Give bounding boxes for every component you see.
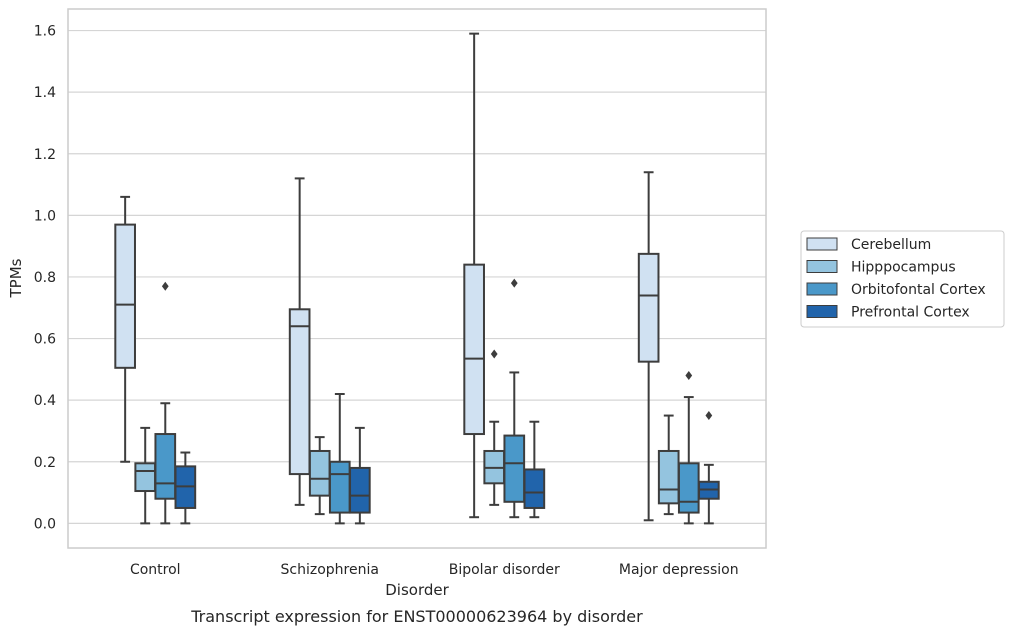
y-tick-label: 1.6	[34, 24, 56, 40]
outlier-point	[161, 281, 169, 291]
box-mark	[134, 426, 157, 525]
legend-swatch	[806, 305, 838, 318]
box-iqr	[308, 449, 331, 497]
legend-label: Cerebellum	[851, 237, 931, 253]
y-tick-label: 1.4	[34, 85, 56, 101]
x-tick-label: Schizophrenia	[281, 562, 379, 578]
box-iqr	[154, 433, 177, 500]
box-mark	[483, 349, 506, 506]
y-tick-labels: 0.0 0.2 0.4 0.6 0.8 1.0 1.2 1.4 1.6	[34, 24, 56, 533]
box-iqr	[134, 462, 157, 493]
legend: Cerebellum Hipppocampus Orbitofontal Corte…	[800, 230, 1005, 328]
box-mark	[174, 451, 197, 525]
y-tick-label: 1.2	[34, 147, 56, 163]
box-mark	[308, 436, 331, 516]
box-mark	[698, 411, 720, 525]
box-iqr	[463, 263, 485, 436]
box-mark	[328, 393, 351, 525]
box-iqr	[637, 252, 660, 363]
x-tick-labels: Control Schizophrenia Bipolar disorder Majo…	[130, 562, 739, 578]
y-tick-label: 0.0	[34, 516, 56, 532]
gridlines	[68, 29, 766, 524]
box-mark	[288, 177, 311, 506]
y-axis-label: TPMs	[7, 258, 25, 298]
x-tick-label: Control	[130, 562, 181, 578]
legend-label: Prefrontal Cortex	[851, 305, 970, 321]
outlier-point	[705, 411, 713, 421]
box-mark	[114, 195, 136, 463]
x-tick-label: Major depression	[619, 562, 739, 578]
legend-label: Hipppocampus	[851, 260, 956, 276]
box-mark	[523, 420, 546, 519]
box-iqr	[523, 468, 546, 509]
y-tick-label: 0.4	[34, 393, 56, 409]
box-iqr	[503, 434, 526, 503]
y-tick-label: 0.8	[34, 270, 56, 286]
box-mark	[657, 414, 680, 516]
box-iqr	[657, 449, 680, 505]
legend-swatch	[806, 260, 838, 273]
box-iqr	[288, 308, 311, 476]
y-tick-label: 1.0	[34, 208, 56, 224]
legend-swatch	[806, 237, 838, 251]
box-iqr	[328, 460, 351, 514]
legend-label: Orbitofontal Cortex	[851, 282, 986, 298]
box-iqr	[114, 223, 136, 369]
x-axis-label: Disorder	[385, 581, 449, 599]
x-tick-label: Bipolar disorder	[449, 562, 560, 578]
box-iqr	[677, 462, 700, 514]
outlier-point	[510, 278, 518, 288]
box-mark	[463, 32, 485, 519]
outlier-point	[490, 349, 498, 359]
box-mark	[154, 281, 177, 525]
plot-area-frame	[67, 8, 767, 549]
box-series-layer	[114, 32, 720, 525]
y-tick-label: 0.2	[34, 455, 56, 471]
box-iqr	[349, 466, 371, 514]
outlier-point	[685, 371, 693, 381]
legend-swatch	[806, 282, 838, 296]
box-mark	[637, 171, 660, 522]
y-tick-label: 0.6	[34, 332, 56, 348]
box-mark	[503, 278, 526, 519]
chart-caption: Transcript expression for ENST0000062396…	[190, 607, 643, 626]
box-mark	[677, 371, 700, 525]
legend-frame	[800, 230, 1005, 328]
box-mark	[349, 426, 371, 525]
